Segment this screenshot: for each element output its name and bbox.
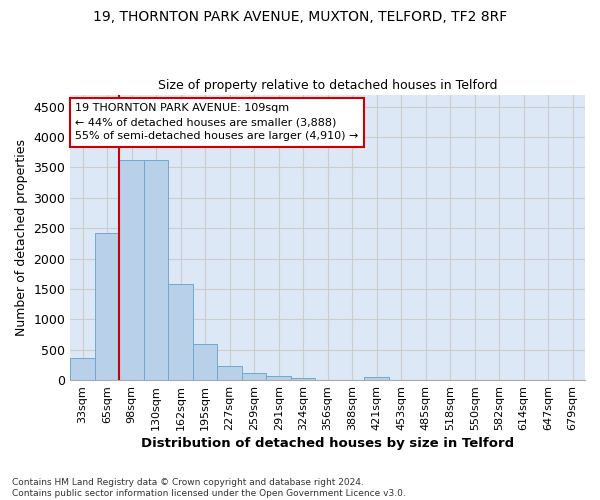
Bar xyxy=(217,366,242,380)
Bar xyxy=(119,160,144,380)
X-axis label: Distribution of detached houses by size in Telford: Distribution of detached houses by size … xyxy=(141,437,514,450)
Bar xyxy=(291,378,316,380)
Text: 19, THORNTON PARK AVENUE, MUXTON, TELFORD, TF2 8RF: 19, THORNTON PARK AVENUE, MUXTON, TELFOR… xyxy=(93,10,507,24)
Bar xyxy=(266,376,291,380)
Bar xyxy=(169,284,193,380)
Bar xyxy=(193,344,217,380)
Bar xyxy=(70,358,95,380)
Title: Size of property relative to detached houses in Telford: Size of property relative to detached ho… xyxy=(158,79,497,92)
Text: Contains HM Land Registry data © Crown copyright and database right 2024.
Contai: Contains HM Land Registry data © Crown c… xyxy=(12,478,406,498)
Y-axis label: Number of detached properties: Number of detached properties xyxy=(15,139,28,336)
Bar xyxy=(242,374,266,380)
Bar xyxy=(144,160,169,380)
Bar xyxy=(95,233,119,380)
Bar xyxy=(364,376,389,380)
Text: 19 THORNTON PARK AVENUE: 109sqm
← 44% of detached houses are smaller (3,888)
55%: 19 THORNTON PARK AVENUE: 109sqm ← 44% of… xyxy=(76,103,359,141)
